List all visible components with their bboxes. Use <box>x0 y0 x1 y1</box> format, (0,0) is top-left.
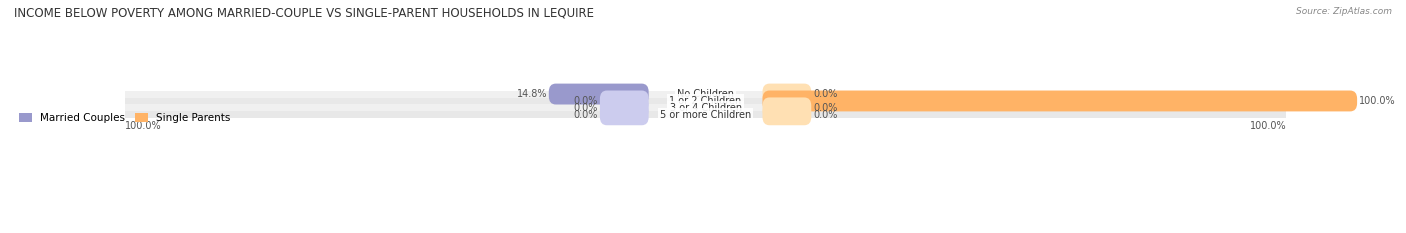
FancyBboxPatch shape <box>600 97 648 118</box>
FancyBboxPatch shape <box>762 84 811 104</box>
Text: INCOME BELOW POVERTY AMONG MARRIED-COUPLE VS SINGLE-PARENT HOUSEHOLDS IN LEQUIRE: INCOME BELOW POVERTY AMONG MARRIED-COUPL… <box>14 7 595 20</box>
Bar <box>114 91 1298 97</box>
Text: 1 or 2 Children: 1 or 2 Children <box>669 96 742 106</box>
Text: 3 or 4 Children: 3 or 4 Children <box>669 103 741 113</box>
Text: 100.0%: 100.0% <box>1250 121 1286 131</box>
FancyBboxPatch shape <box>548 84 648 104</box>
Text: 0.0%: 0.0% <box>813 110 838 120</box>
FancyBboxPatch shape <box>600 91 648 111</box>
Text: 5 or more Children: 5 or more Children <box>659 110 751 120</box>
FancyBboxPatch shape <box>762 91 1357 111</box>
FancyBboxPatch shape <box>600 104 648 125</box>
Bar <box>114 97 1298 104</box>
Text: 0.0%: 0.0% <box>813 103 838 113</box>
Legend: Married Couples, Single Parents: Married Couples, Single Parents <box>15 109 235 127</box>
Text: 0.0%: 0.0% <box>574 96 598 106</box>
Text: 100.0%: 100.0% <box>125 121 162 131</box>
Bar <box>114 104 1298 111</box>
Text: Source: ZipAtlas.com: Source: ZipAtlas.com <box>1296 7 1392 16</box>
Text: No Children: No Children <box>678 89 734 99</box>
Text: 0.0%: 0.0% <box>574 103 598 113</box>
Text: 100.0%: 100.0% <box>1358 96 1396 106</box>
FancyBboxPatch shape <box>762 97 811 118</box>
Bar <box>114 111 1298 118</box>
Text: 14.8%: 14.8% <box>516 89 547 99</box>
Text: 0.0%: 0.0% <box>813 89 838 99</box>
FancyBboxPatch shape <box>762 104 811 125</box>
Text: 0.0%: 0.0% <box>574 110 598 120</box>
